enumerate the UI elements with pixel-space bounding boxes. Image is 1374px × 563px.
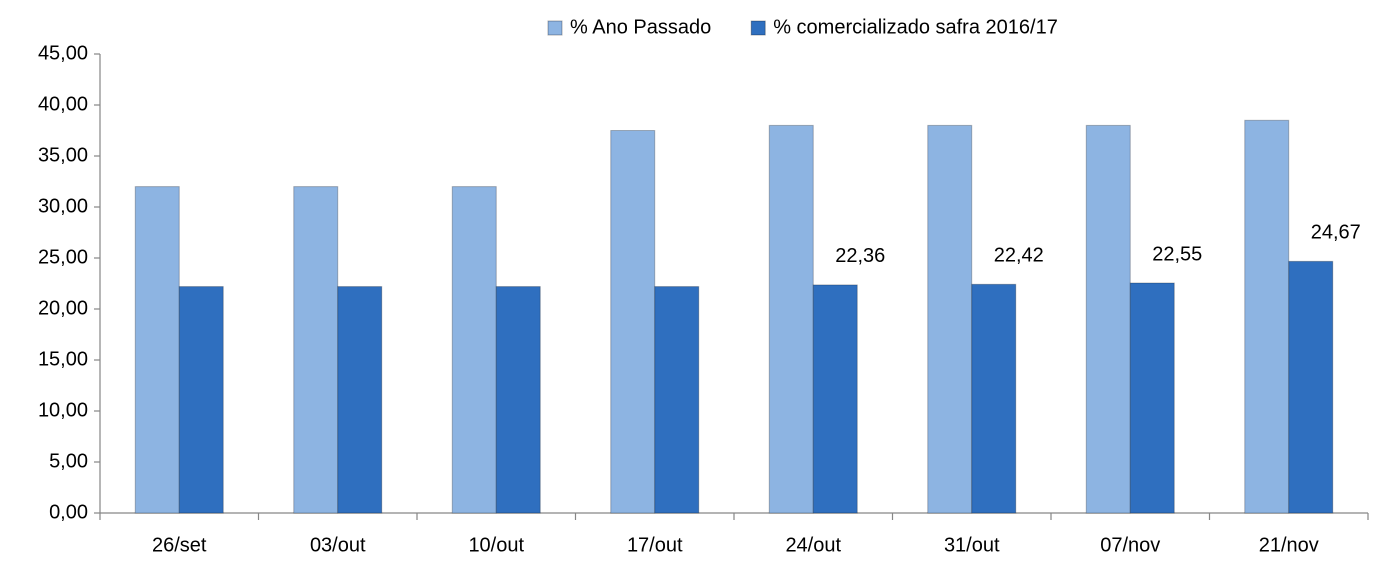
x-tick-label: 26/set	[152, 534, 207, 556]
bar	[293, 186, 339, 514]
bar	[134, 186, 180, 514]
bar	[654, 286, 700, 514]
y-tick-label: 0,00	[49, 501, 88, 523]
bar	[927, 124, 973, 514]
data-label: 22,55	[1152, 243, 1202, 265]
x-tick-label: 31/out	[944, 534, 1000, 556]
bar	[451, 186, 497, 514]
data-label: 22,36	[835, 245, 885, 267]
y-tick-label: 15,00	[38, 348, 88, 370]
y-tick-label: 45,00	[38, 42, 88, 64]
data-label: 22,42	[994, 245, 1044, 267]
y-tick-label: 35,00	[38, 144, 88, 166]
y-tick-label: 25,00	[38, 246, 88, 268]
y-tick-label: 5,00	[49, 450, 88, 472]
x-tick-label: 17/out	[627, 534, 683, 556]
x-tick-label: 03/out	[310, 534, 366, 556]
bar	[1288, 260, 1334, 514]
bar	[768, 124, 814, 514]
y-tick-label: 20,00	[38, 297, 88, 319]
bar	[812, 284, 858, 514]
y-tick-label: 30,00	[38, 195, 88, 217]
y-tick-label: 40,00	[38, 93, 88, 115]
bar	[1129, 282, 1175, 514]
x-tick-label: 24/out	[785, 534, 841, 556]
bar	[1085, 124, 1131, 514]
legend-swatch	[750, 20, 766, 36]
bar	[1244, 119, 1290, 514]
bar	[337, 286, 383, 514]
x-tick-label: 21/nov	[1259, 534, 1319, 556]
x-tick-label: 10/out	[468, 534, 524, 556]
legend-label: % comercializado safra 2016/17	[773, 16, 1058, 38]
legend-label: % Ano Passado	[570, 16, 711, 38]
bar	[178, 286, 224, 514]
data-label: 24,67	[1311, 222, 1361, 244]
legend-swatch	[547, 20, 563, 36]
bar	[610, 130, 656, 514]
bar	[971, 283, 1017, 514]
y-tick-label: 10,00	[38, 399, 88, 421]
bar	[495, 286, 541, 514]
x-tick-label: 07/nov	[1100, 534, 1160, 556]
